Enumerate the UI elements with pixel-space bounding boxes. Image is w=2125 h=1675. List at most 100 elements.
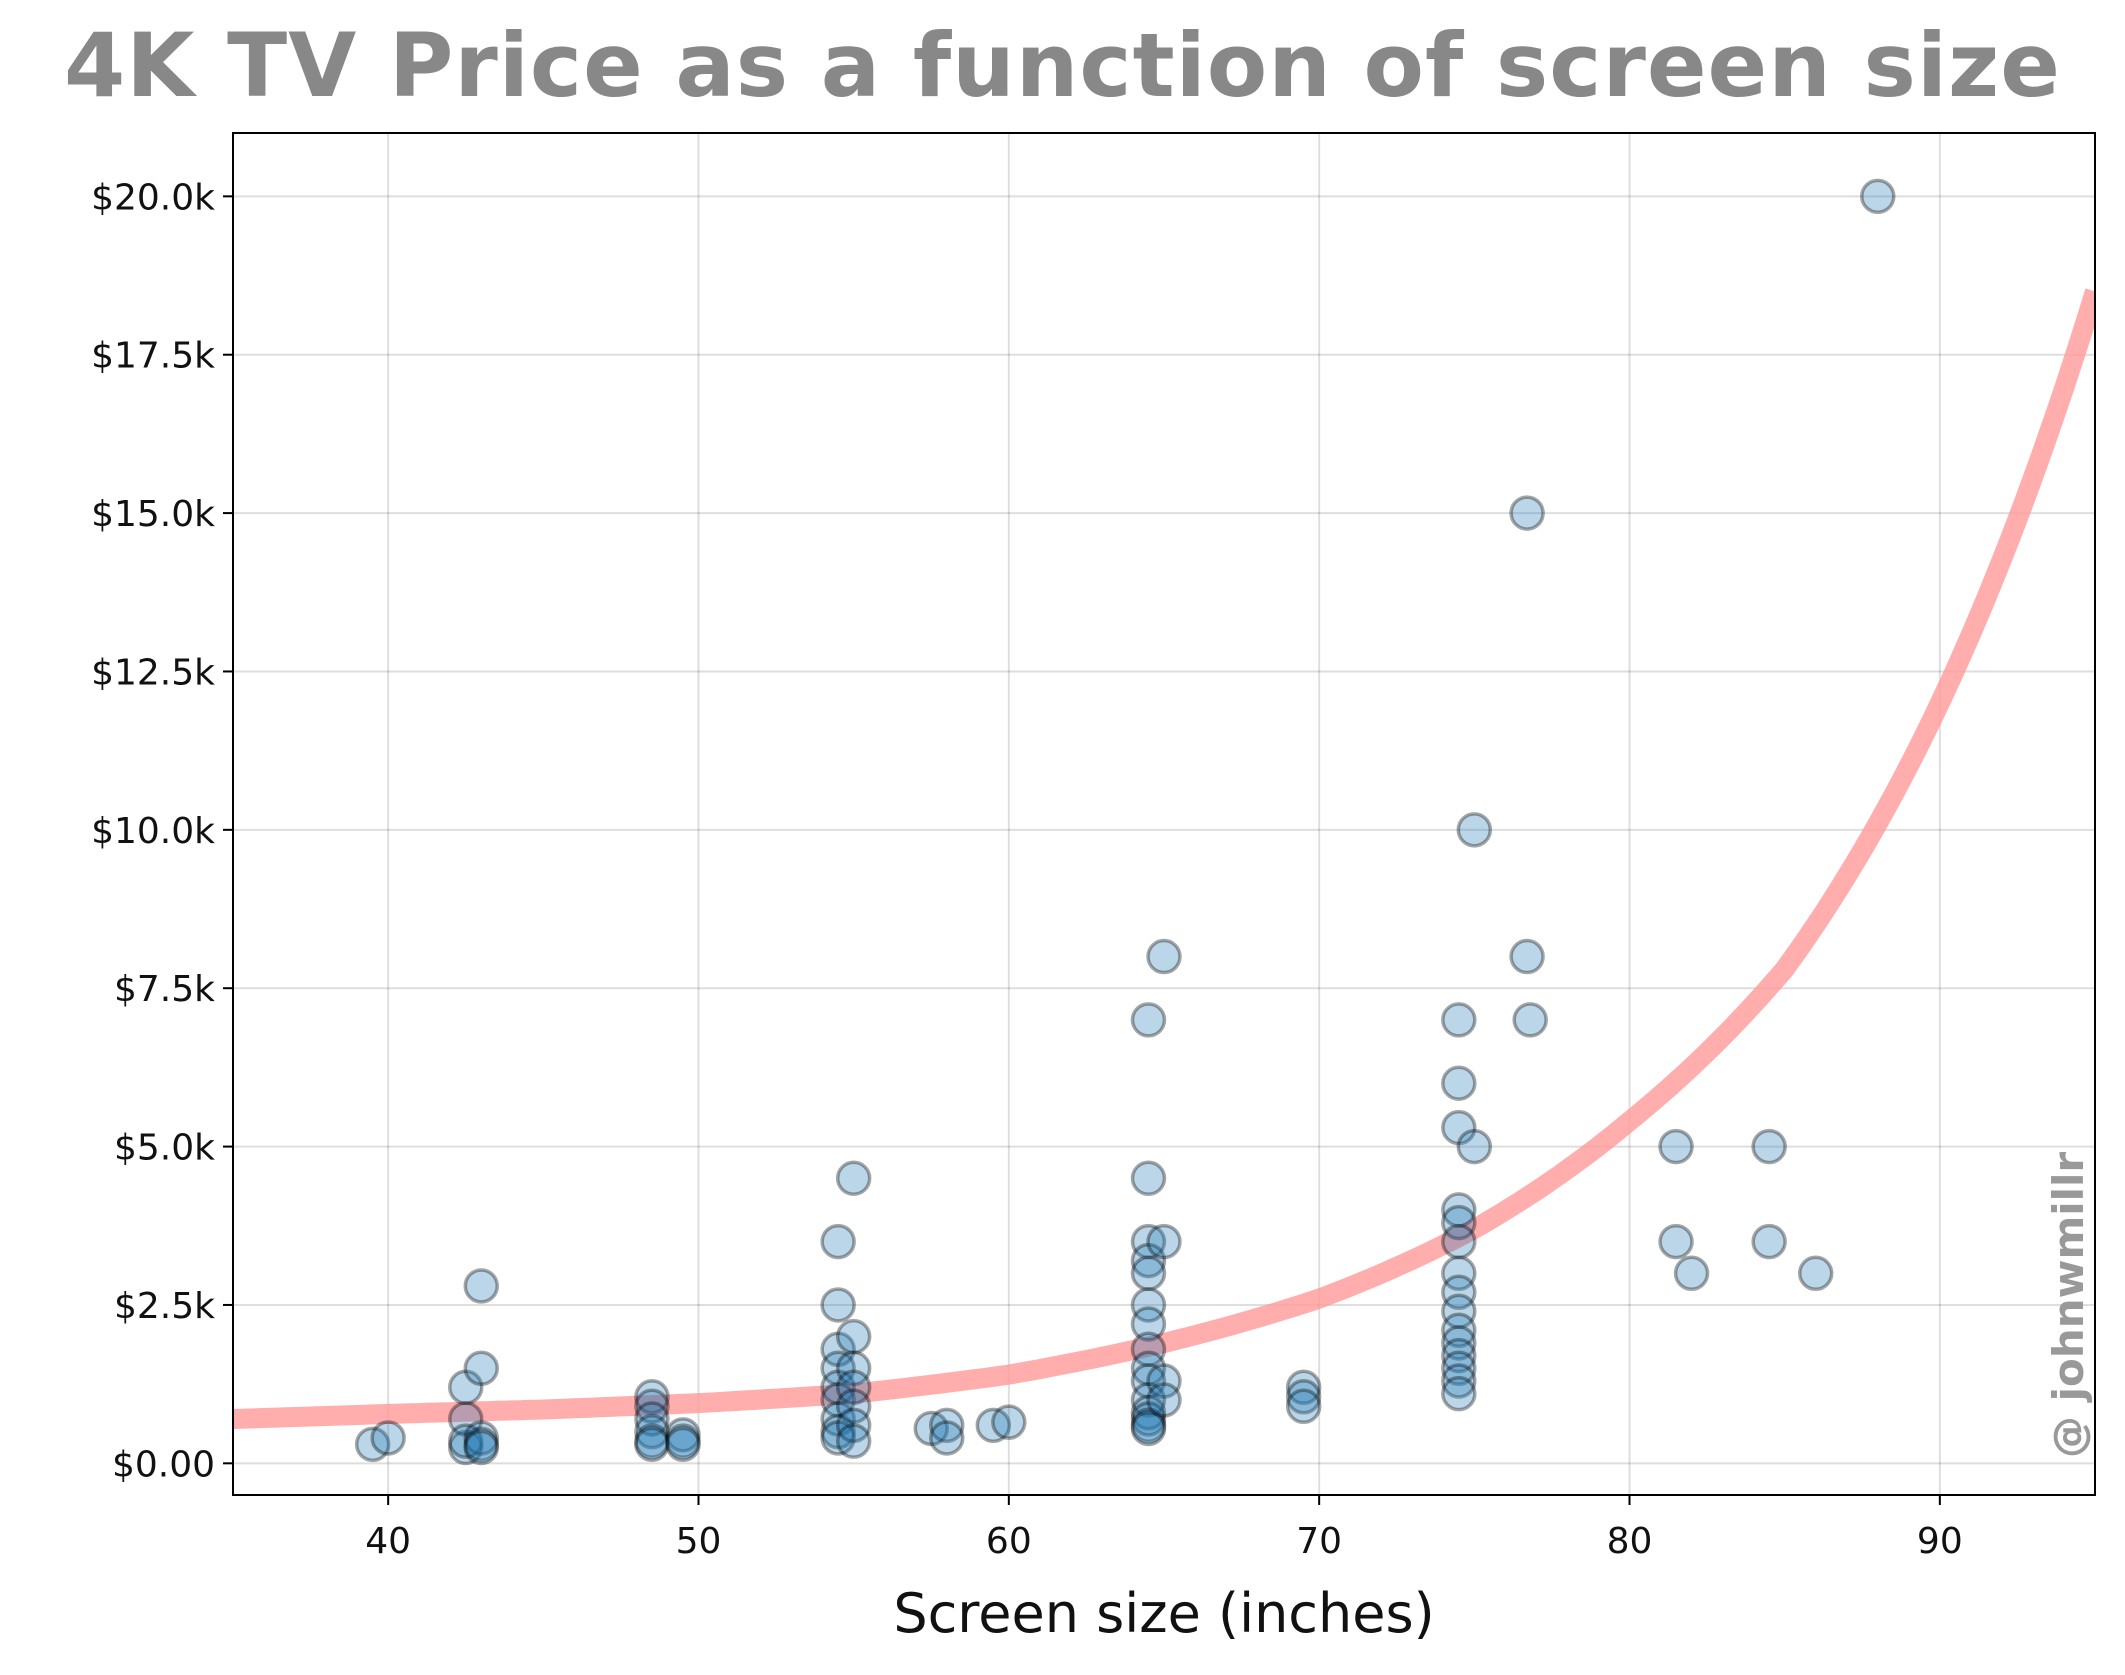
data-point bbox=[448, 1429, 484, 1466]
data-point bbox=[1130, 1350, 1167, 1387]
data-point bbox=[820, 1369, 856, 1406]
data-point bbox=[1130, 1401, 1167, 1437]
data-point bbox=[1285, 1369, 1322, 1406]
data-point bbox=[1441, 1337, 1477, 1374]
gridlines bbox=[233, 133, 2095, 1495]
data-point bbox=[1441, 1312, 1477, 1349]
fit-curve bbox=[233, 288, 2095, 1429]
data-point bbox=[1130, 1394, 1167, 1431]
data-point bbox=[1509, 938, 1545, 975]
data-point bbox=[835, 1388, 872, 1425]
data-point bbox=[913, 1410, 949, 1447]
y-tick-label: $15.0k bbox=[91, 494, 215, 535]
data-point bbox=[370, 1420, 406, 1456]
data-point bbox=[820, 1331, 856, 1368]
data-point bbox=[835, 1407, 872, 1444]
y-tick-label: $5.0k bbox=[114, 1128, 215, 1169]
data-point bbox=[1441, 1109, 1477, 1146]
data-point bbox=[820, 1420, 856, 1456]
data-point bbox=[448, 1423, 484, 1459]
data-point bbox=[1441, 1065, 1477, 1101]
data-point bbox=[1130, 1002, 1167, 1038]
data-point bbox=[820, 1223, 856, 1260]
data-point bbox=[1512, 1002, 1548, 1038]
data-point bbox=[448, 1401, 484, 1437]
data-point bbox=[1146, 938, 1182, 975]
data-point bbox=[463, 1429, 500, 1466]
data-point bbox=[1130, 1242, 1167, 1279]
data-point bbox=[1146, 1223, 1182, 1260]
data-point bbox=[929, 1407, 965, 1444]
data-point bbox=[820, 1287, 856, 1323]
x-tick-label: 80 bbox=[1607, 1521, 1653, 1562]
data-point bbox=[929, 1420, 965, 1456]
x-tick-label: 70 bbox=[1296, 1521, 1342, 1562]
data-point bbox=[1441, 1204, 1477, 1241]
data-point bbox=[463, 1350, 500, 1387]
data-point bbox=[634, 1426, 670, 1463]
data-point bbox=[665, 1426, 701, 1463]
data-point bbox=[1285, 1388, 1322, 1425]
data-point bbox=[991, 1404, 1027, 1440]
data-point bbox=[448, 1369, 484, 1406]
data-point bbox=[1751, 1128, 1787, 1165]
data-point bbox=[634, 1388, 670, 1425]
data-point bbox=[1797, 1255, 1834, 1292]
data-point bbox=[820, 1350, 856, 1387]
data-point bbox=[1130, 1255, 1167, 1292]
data-point bbox=[1130, 1223, 1167, 1260]
data-point bbox=[1441, 1325, 1477, 1361]
data-point bbox=[665, 1417, 701, 1453]
data-point bbox=[1673, 1255, 1710, 1292]
data-point bbox=[1456, 812, 1493, 848]
data-point bbox=[1285, 1379, 1322, 1415]
data-point bbox=[835, 1423, 872, 1459]
data-point bbox=[1751, 1223, 1787, 1260]
data-point bbox=[1441, 1375, 1477, 1412]
data-point bbox=[1146, 1382, 1182, 1418]
watermark-text: @ johnwmillr bbox=[2044, 1152, 2093, 1458]
data-point bbox=[1130, 1363, 1167, 1399]
x-axis-ticks: 40 50 60 70 80 90 bbox=[365, 1495, 1963, 1562]
data-point bbox=[1130, 1410, 1167, 1447]
fit-curve-layer bbox=[233, 288, 2095, 1429]
data-point bbox=[354, 1426, 391, 1463]
data-point bbox=[1130, 1287, 1167, 1323]
data-point bbox=[1130, 1407, 1167, 1444]
data-point bbox=[463, 1268, 500, 1304]
data-point bbox=[634, 1401, 670, 1437]
plot-frame bbox=[232, 132, 2096, 1496]
data-point bbox=[835, 1160, 872, 1197]
data-point bbox=[820, 1382, 856, 1418]
data-point bbox=[665, 1423, 701, 1459]
data-point bbox=[820, 1413, 856, 1450]
data-point bbox=[1130, 1382, 1167, 1418]
y-tick-label: $2.5k bbox=[114, 1286, 215, 1327]
y-tick-label: $10.0k bbox=[91, 811, 215, 852]
data-point bbox=[835, 1350, 872, 1387]
data-point bbox=[1130, 1160, 1167, 1197]
data-point bbox=[463, 1426, 500, 1463]
data-point bbox=[463, 1420, 500, 1456]
data-point bbox=[835, 1369, 872, 1406]
data-point bbox=[1130, 1331, 1167, 1368]
data-point bbox=[1441, 1192, 1477, 1228]
y-tick-label: $12.5k bbox=[91, 652, 215, 693]
data-point bbox=[1509, 495, 1545, 531]
x-tick-label: 60 bbox=[986, 1521, 1032, 1562]
data-point bbox=[1441, 1274, 1477, 1311]
data-point bbox=[1456, 1128, 1493, 1165]
data-point bbox=[1441, 1255, 1477, 1292]
data-point bbox=[1860, 178, 1896, 215]
data-point bbox=[634, 1423, 670, 1459]
data-point bbox=[1441, 1350, 1477, 1387]
data-point bbox=[975, 1407, 1012, 1444]
data-point bbox=[820, 1401, 856, 1437]
data-point bbox=[835, 1318, 872, 1355]
data-points bbox=[354, 178, 1896, 1466]
data-point bbox=[634, 1413, 670, 1450]
x-tick-label: 90 bbox=[1917, 1521, 1963, 1562]
x-axis-title: Screen size (inches) bbox=[893, 1582, 1434, 1645]
data-point bbox=[1441, 1223, 1477, 1260]
